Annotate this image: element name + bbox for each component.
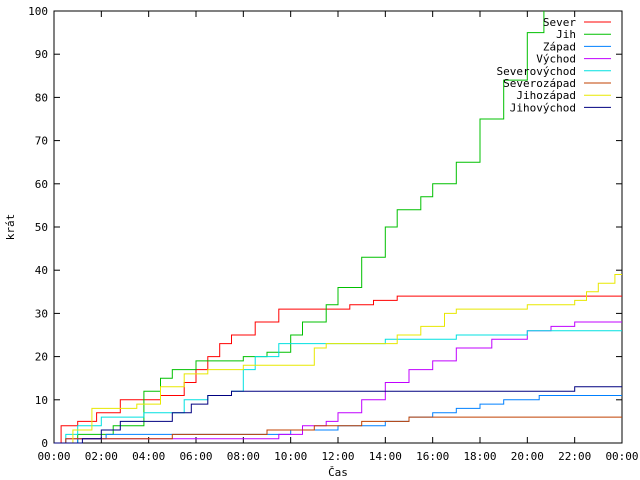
y-tick-label: 0 bbox=[41, 437, 48, 450]
x-tick-label: 00:00 bbox=[605, 450, 638, 463]
x-tick-label: 16:00 bbox=[416, 450, 449, 463]
series-lines bbox=[54, 11, 622, 444]
legend-label: Severovýchod bbox=[497, 65, 576, 78]
x-tick-label: 00:00 bbox=[37, 450, 70, 463]
y-tick-label: 70 bbox=[35, 135, 48, 148]
y-tick-label: 20 bbox=[35, 351, 48, 364]
x-tick-label: 08:00 bbox=[227, 450, 260, 463]
legend: SeverJihZápadVýchodSeverovýchodSeverozáp… bbox=[497, 16, 611, 114]
series-line-sever bbox=[54, 295, 622, 444]
series-line-jihovýchod bbox=[54, 386, 622, 444]
legend-label: Jihovýchod bbox=[510, 101, 576, 114]
y-tick-label: 80 bbox=[35, 91, 48, 104]
y-tick-label: 30 bbox=[35, 307, 48, 320]
y-tick-label: 10 bbox=[35, 394, 48, 407]
x-tick-label: 02:00 bbox=[85, 450, 118, 463]
legend-label: Západ bbox=[543, 40, 576, 53]
y-tick-label: 100 bbox=[28, 5, 48, 18]
series-line-východ bbox=[54, 321, 622, 444]
x-tick-label: 18:00 bbox=[463, 450, 496, 463]
x-tick-label: 12:00 bbox=[321, 450, 354, 463]
x-tick-label: 22:00 bbox=[558, 450, 591, 463]
legend-label: Sever bbox=[543, 16, 576, 29]
x-axis-label: Čas bbox=[328, 466, 348, 479]
legend-label: Východ bbox=[536, 53, 576, 66]
y-tick-label: 90 bbox=[35, 48, 48, 61]
legend-label: Jihozápad bbox=[516, 89, 576, 102]
series-line-jihozápad bbox=[54, 274, 622, 444]
y-tick-label: 60 bbox=[35, 178, 48, 191]
legend-label: Jih bbox=[556, 28, 576, 41]
x-tick-label: 20:00 bbox=[511, 450, 544, 463]
axis-ticks: 0 10 20 30 40 50 60 70 80 90 100 00:00 02:00 04:00 06:… bbox=[28, 5, 638, 463]
x-tick-label: 04:00 bbox=[132, 450, 165, 463]
x-tick-label: 06:00 bbox=[179, 450, 212, 463]
x-tick-label: 14:00 bbox=[369, 450, 402, 463]
legend-label: Severozápad bbox=[503, 77, 576, 90]
y-axis-label: krát bbox=[4, 214, 17, 241]
y-tick-label: 50 bbox=[35, 221, 48, 234]
series-line-jih bbox=[54, 11, 545, 444]
x-tick-label: 10:00 bbox=[274, 450, 307, 463]
y-tick-label: 40 bbox=[35, 264, 48, 277]
